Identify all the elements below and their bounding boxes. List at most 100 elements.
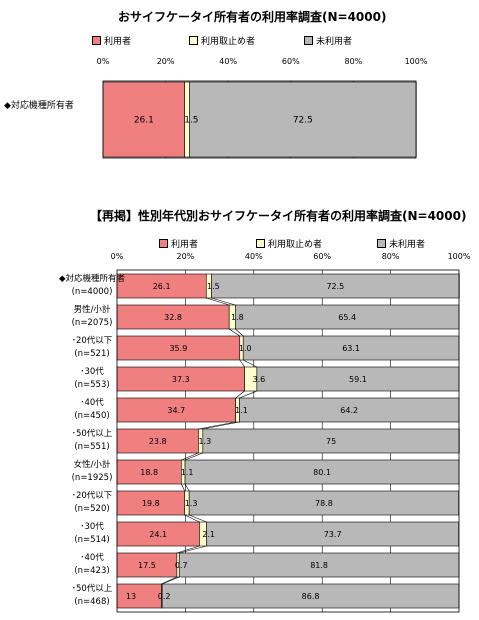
legend-swatch-used-2 [159, 239, 168, 248]
category-count-label: (n=1925) [72, 473, 113, 483]
data-label-stopped-5: 1.3 [198, 437, 211, 446]
x-tick-label: 60% [313, 252, 331, 261]
bar-never-9 [178, 552, 460, 578]
bar-never-1 [235, 304, 460, 330]
category-label: ･50代以上 [72, 583, 113, 594]
data-label-stopped-4: 1.1 [235, 406, 248, 415]
x-tick-label: 40% [245, 252, 263, 261]
legend-label-stopped-2: 利用取止め者 [268, 240, 323, 250]
legend-swatch-stopped-2 [256, 239, 265, 248]
bar-used-10 [116, 583, 162, 609]
series-connector-line [161, 576, 177, 585]
category-label: 男性/小計 [74, 304, 111, 315]
series-connector-line [235, 390, 245, 399]
legend-item-never: 未利用者 [304, 34, 352, 47]
bar-used-6 [116, 459, 182, 485]
chart2-legend: 利用者 利用取止め者 未利用者 [159, 237, 459, 250]
data-label-used-9: 17.5 [138, 561, 156, 570]
series-connector-line [229, 328, 240, 337]
category-count-label: (n=514) [74, 535, 109, 545]
data-label-used-2: 35.9 [169, 344, 187, 353]
category-label: ◆対応機種所有者 [59, 273, 126, 284]
data-label-stopped-1: 1.8 [231, 313, 244, 322]
series-connector-line [181, 452, 199, 461]
category-label: ･40代 [80, 397, 104, 408]
data-label-used-5: 23.8 [149, 437, 167, 446]
category-label: ･50代以上 [72, 428, 113, 439]
bar-used-5 [116, 428, 199, 454]
series-connector-line [235, 328, 244, 337]
bar-never-10 [161, 583, 460, 609]
data-label-used-1: 32.8 [164, 313, 182, 322]
bar-used-0 [116, 273, 207, 299]
legend-item-stopped: 利用取止め者 [189, 34, 255, 47]
category-count-label: (n=2075) [72, 318, 113, 328]
legend-label-stopped: 利用取止め者 [201, 37, 256, 47]
category-label: 女性/小計 [74, 459, 111, 470]
data-label-stopped-0: 1.5 [207, 282, 220, 291]
x-tick-label: 80% [382, 252, 400, 261]
series-connector-line [184, 483, 190, 492]
series-connector-line [239, 359, 245, 368]
legend-item-used-2: 利用者 [159, 237, 198, 250]
bar-never-4 [239, 397, 460, 423]
series-connector-line [202, 421, 240, 430]
data-label-used-7: 19.8 [142, 499, 160, 508]
data-label-used-8: 24.1 [149, 530, 167, 539]
bar-used-2 [116, 335, 241, 361]
data-label-used-4: 34.7 [167, 406, 185, 415]
data-label-never-4: 64.2 [340, 406, 358, 415]
legend-label-used: 利用者 [104, 37, 132, 47]
data-label-never-8: 73.7 [324, 530, 342, 539]
x-tick-label: 60% [282, 57, 300, 66]
legend-swatch-never [304, 36, 313, 45]
legend-swatch-stopped [189, 36, 198, 45]
series-connector-line [176, 545, 200, 554]
x-tick-label: 100% [448, 252, 471, 261]
series-connector-line [198, 421, 236, 430]
category-count-label: (n=4000) [72, 287, 113, 297]
data-label-never-9: 81.8 [310, 561, 328, 570]
bar-never-8 [206, 521, 459, 547]
data-label-stopped-3: 3.6 [253, 375, 266, 384]
bar-never-6 [184, 459, 460, 485]
category-count-label: (n=468) [74, 597, 109, 607]
series-connector-line [239, 390, 257, 399]
legend-item-stopped-2: 利用取止め者 [256, 237, 322, 250]
bar-never-7 [188, 490, 459, 516]
plot-frame [116, 269, 460, 613]
data-label-never-10: 86.8 [302, 592, 320, 601]
category-count-label: (n=423) [74, 566, 109, 576]
series-connector-line [243, 359, 258, 368]
category-label: ◆対応機種所有者 [4, 99, 74, 111]
category-label: ･30代 [80, 521, 104, 532]
data-label-stopped-6: 1.1 [181, 468, 194, 477]
category-label: ･20代以下 [72, 490, 113, 501]
legend-label-used-2: 利用者 [171, 240, 199, 250]
bar-never-5 [202, 428, 460, 454]
category-label: ･40代 [80, 552, 104, 563]
data-label-never-0: 72.5 [293, 116, 313, 126]
data-label-never-5: 75 [326, 437, 336, 446]
x-tick-label: 20% [157, 57, 175, 66]
category-count-label: (n=450) [74, 411, 109, 421]
legend-item-used: 利用者 [92, 34, 131, 47]
series-connector-line [179, 545, 207, 554]
data-label-stopped-10: 0.2 [158, 592, 171, 601]
category-count-label: (n=551) [74, 442, 109, 452]
x-tick-label: 0% [97, 57, 110, 66]
x-tick-label: 0% [111, 252, 124, 261]
data-label-never-3: 59.1 [349, 375, 367, 384]
category-label: ･20代以下 [72, 335, 113, 346]
data-label-never-1: 65.4 [338, 313, 356, 322]
data-label-never-0: 72.5 [326, 282, 344, 291]
chart1-title: おサイフケータイ所有者の利用率調査(N=4000) [118, 10, 387, 24]
data-label-never-2: 63.1 [342, 344, 360, 353]
category-label: ･30代 [80, 366, 104, 377]
series-connector-line [184, 452, 203, 461]
data-label-stopped-8: 2.1 [202, 530, 215, 539]
data-label-used-0: 26.1 [153, 282, 171, 291]
series-connector-line [181, 483, 185, 492]
data-label-used-3: 37.3 [172, 375, 190, 384]
